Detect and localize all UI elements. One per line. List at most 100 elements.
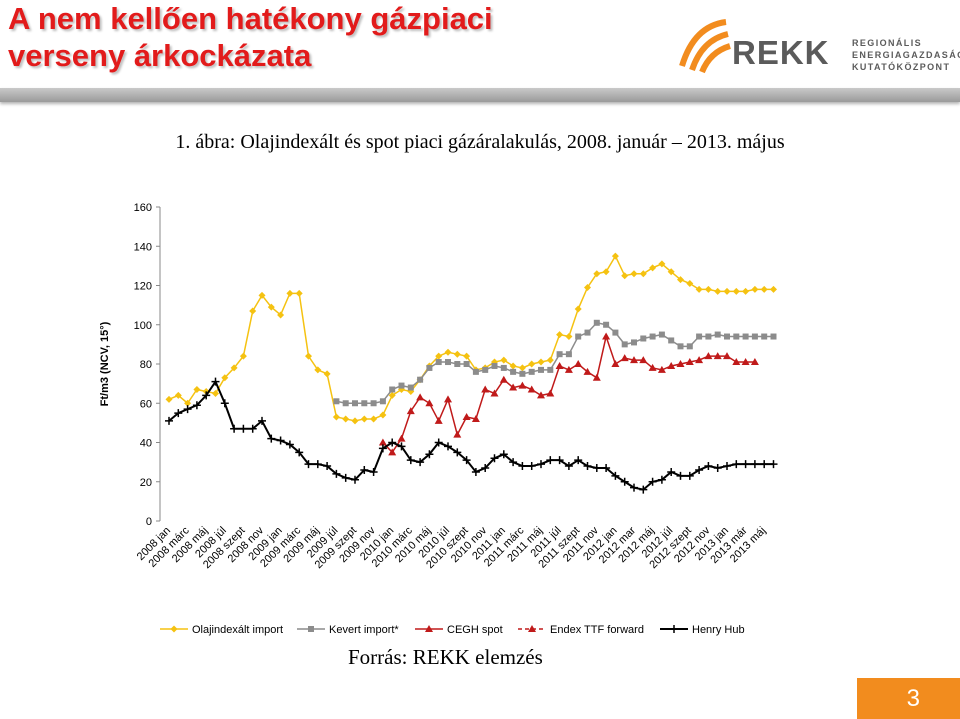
data-point-kevert-import	[370, 400, 377, 407]
data-point-henry-hub	[239, 424, 248, 433]
data-point-olajindex-lt-import	[593, 270, 601, 278]
data-point-henry-hub	[267, 434, 276, 443]
data-point-olajindex-lt-import	[565, 333, 573, 341]
data-point-henry-hub	[574, 456, 583, 465]
data-point-olajindex-lt-import	[667, 268, 675, 276]
source-note: Forrás: REKK elemzés	[348, 645, 543, 669]
slide-title: A nem kellően hatékony gázpiaci verseny …	[8, 1, 493, 73]
data-point-kevert-import	[398, 382, 405, 389]
data-point-olajindex-lt-import	[723, 287, 731, 295]
data-point-cegh-spot	[490, 389, 499, 397]
data-point-kevert-import	[565, 351, 572, 358]
data-point-olajindex-lt-import	[751, 285, 759, 293]
data-point-cegh-spot	[518, 381, 527, 389]
data-point-kevert-import	[538, 366, 544, 373]
data-point-kevert-import	[733, 333, 740, 340]
data-point-kevert-import	[417, 376, 424, 383]
data-point-henry-hub	[360, 465, 369, 474]
data-point-kevert-import	[621, 341, 628, 348]
data-point-kevert-import	[342, 400, 349, 407]
data-point-olajindex-lt-import	[453, 350, 461, 358]
data-point-olajindex-lt-import	[686, 280, 694, 288]
data-point-cegh-spot	[685, 358, 694, 366]
data-point-henry-hub	[313, 460, 322, 469]
legend-marker-cegh-spot	[425, 625, 433, 632]
data-point-henry-hub	[462, 456, 471, 465]
data-point-henry-hub	[546, 456, 555, 465]
data-point-olajindex-lt-import	[639, 270, 647, 278]
data-point-olajindex-lt-import	[351, 417, 359, 425]
y-tick-label: 0	[146, 516, 152, 528]
data-point-olajindex-lt-import	[611, 252, 619, 260]
title-divider	[0, 88, 960, 102]
data-point-kevert-import	[724, 333, 730, 340]
data-point-olajindex-lt-import	[677, 276, 684, 284]
data-point-henry-hub	[657, 475, 666, 484]
data-point-kevert-import	[668, 337, 675, 344]
data-point-kevert-import	[686, 343, 693, 350]
data-point-olajindex-lt-import	[305, 352, 312, 360]
data-point-cegh-spot	[555, 361, 564, 369]
data-point-olajindex-lt-import	[360, 415, 368, 423]
data-point-cegh-spot	[630, 356, 638, 364]
data-point-olajindex-lt-import	[770, 285, 777, 293]
data-point-cegh-spot	[546, 389, 555, 397]
data-point-kevert-import	[333, 398, 340, 405]
rekk-logo-mark-icon	[679, 19, 731, 74]
data-point-henry-hub	[630, 483, 638, 492]
data-point-henry-hub	[769, 460, 778, 469]
data-point-olajindex-lt-import	[388, 391, 396, 399]
data-point-henry-hub	[639, 485, 648, 494]
data-point-kevert-import	[631, 339, 637, 346]
data-point-olajindex-lt-import	[370, 415, 378, 423]
data-point-henry-hub	[202, 391, 211, 400]
data-point-henry-hub	[341, 473, 350, 482]
data-point-henry-hub	[490, 454, 499, 463]
data-point-henry-hub	[295, 448, 304, 457]
data-point-kevert-import	[751, 333, 758, 340]
data-point-kevert-import	[519, 370, 526, 377]
data-point-kevert-import	[761, 333, 768, 340]
data-point-henry-hub	[537, 460, 545, 469]
data-point-henry-hub	[509, 458, 518, 467]
data-point-kevert-import	[352, 400, 358, 407]
data-point-olajindex-lt-import	[314, 366, 322, 374]
data-point-olajindex-lt-import	[277, 311, 285, 319]
data-point-kevert-import	[463, 361, 470, 367]
series-line-olajindex-lt-import	[168, 254, 774, 422]
data-point-olajindex-lt-import	[221, 374, 229, 382]
logo-line-1: REGIONÁLIS	[852, 38, 923, 48]
data-point-henry-hub	[397, 442, 406, 451]
data-point-henry-hub	[713, 464, 722, 473]
data-point-cegh-spot	[444, 395, 452, 403]
data-point-kevert-import	[770, 333, 777, 340]
data-point-henry-hub	[304, 460, 313, 469]
data-point-kevert-import	[658, 331, 665, 338]
data-point-cegh-spot	[406, 407, 415, 415]
data-point-olajindex-lt-import	[584, 283, 591, 291]
data-point-cegh-spot	[462, 412, 471, 420]
data-point-kevert-import	[547, 366, 554, 373]
figure-caption: 1. ábra: Olajindexált és spot piaci gázá…	[175, 131, 785, 153]
data-point-henry-hub	[351, 475, 359, 484]
y-tick-label: 140	[134, 241, 152, 253]
data-point-kevert-import	[612, 329, 619, 336]
data-point-henry-hub	[527, 462, 536, 471]
data-point-olajindex-lt-import	[295, 289, 303, 297]
data-point-henry-hub	[723, 462, 731, 471]
y-tick-label: 80	[140, 359, 152, 371]
data-point-olajindex-lt-import	[230, 364, 238, 372]
data-point-henry-hub	[555, 456, 564, 465]
data-point-cegh-spot	[537, 391, 545, 399]
data-point-cegh-spot	[695, 356, 704, 364]
data-point-olajindex-lt-import	[332, 413, 340, 421]
data-point-kevert-import	[603, 321, 610, 328]
data-point-henry-hub	[667, 467, 676, 476]
data-point-cegh-spot	[425, 399, 434, 407]
data-point-henry-hub	[481, 464, 490, 473]
data-point-henry-hub	[620, 477, 629, 486]
data-point-olajindex-lt-import	[193, 386, 201, 394]
data-point-cegh-spot	[667, 361, 676, 369]
data-point-henry-hub	[648, 477, 657, 486]
data-point-henry-hub	[499, 450, 508, 459]
